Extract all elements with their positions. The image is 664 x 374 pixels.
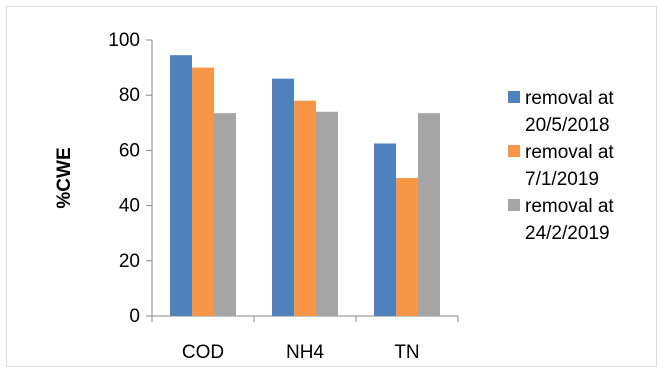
bar-cod-series-2 <box>192 67 214 316</box>
y-axis-title: %CWE <box>54 147 75 208</box>
x-tick-label: NH4 <box>286 342 324 363</box>
legend-swatch-2 <box>508 145 520 157</box>
bar-tn-series-2 <box>396 178 418 316</box>
y-tick-label: 20 <box>119 251 140 272</box>
bar-nh4-series-2 <box>294 100 316 316</box>
bar-cod-series-1 <box>170 55 192 317</box>
legend-label-2: 7/1/2019 <box>525 169 599 190</box>
x-tick-label: TN <box>394 342 419 363</box>
x-tick-label: COD <box>182 342 224 363</box>
bar-tn-series-1 <box>374 143 396 316</box>
legend: removal at 20/5/2018 removal at 7/1/2019 rem… <box>508 88 614 244</box>
legend-label-1: 20/5/2018 <box>525 115 610 136</box>
legend-swatch-1 <box>508 91 520 103</box>
legend-label-2: removal at <box>525 142 614 163</box>
axes: 0 20 40 60 80 100 COD NH4 TN <box>108 30 459 363</box>
bar-tn-series-3 <box>418 113 440 316</box>
legend-label-3: 24/2/2019 <box>525 223 610 244</box>
bar-nh4-series-1 <box>272 78 294 316</box>
y-tick-label: 60 <box>119 140 140 161</box>
y-tick-label: 0 <box>129 306 140 327</box>
y-tick-label: 40 <box>119 196 140 217</box>
legend-label-3: removal at <box>525 196 614 217</box>
bar-cod-series-3 <box>214 113 236 316</box>
legend-label-1: removal at <box>525 88 614 109</box>
bar-nh4-series-3 <box>316 111 338 316</box>
y-tick-label: 80 <box>119 85 140 106</box>
bars <box>170 55 440 317</box>
legend-swatch-3 <box>508 199 520 211</box>
y-tick-label: 100 <box>108 30 140 51</box>
